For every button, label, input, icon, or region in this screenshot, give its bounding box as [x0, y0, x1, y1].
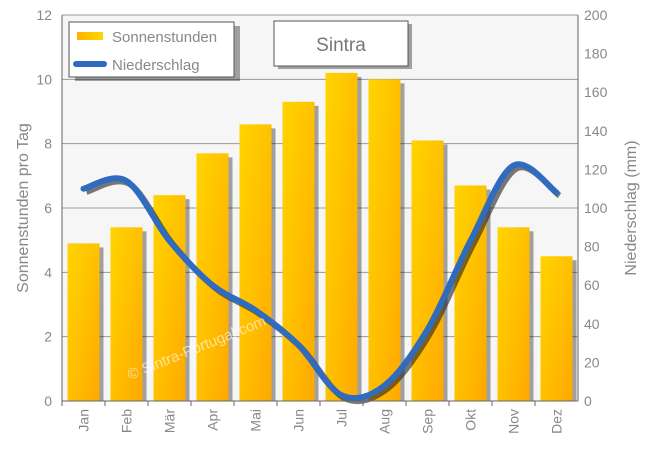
y2-tick-label: 160	[584, 84, 608, 100]
legend-label-sonnenstunden: Sonnenstunden	[112, 29, 217, 46]
y-tick-label: 8	[44, 136, 52, 152]
y2-tick-label: 140	[584, 123, 608, 139]
bar-Dez	[540, 256, 573, 401]
x-tick-label: Feb	[119, 409, 135, 433]
y2-axis-label: Niederschlag (mm)	[623, 140, 640, 275]
x-tick-label: Okt	[463, 409, 479, 431]
y-axis-label: Sonnenstunden pro Tag	[15, 123, 32, 293]
y2-tick-label: 40	[584, 316, 600, 332]
y2-tick-label: 100	[584, 200, 608, 216]
chart-title: Sintra	[316, 35, 366, 56]
legend-swatch-bar	[77, 32, 103, 40]
y2-tick-label: 200	[584, 7, 608, 23]
y-tick-label: 6	[44, 200, 52, 216]
bar-Feb	[110, 227, 143, 401]
bar-Nov	[497, 227, 530, 401]
bar-Sep	[411, 140, 444, 401]
y2-tick-label: 80	[584, 239, 600, 255]
legend-label-niederschlag: Niederschlag	[112, 57, 200, 74]
x-tick-label: Apr	[205, 409, 221, 431]
x-tick-label: Jul	[334, 409, 350, 427]
y2-tick-label: 20	[584, 354, 600, 370]
x-tick-label: Mär	[162, 409, 178, 433]
y2-tick-label: 60	[584, 277, 600, 293]
x-tick-label: Aug	[377, 409, 393, 434]
bar-Jul	[325, 72, 358, 402]
y-tick-label: 12	[36, 7, 52, 23]
legend: Sonnenstunden Niederschlag	[68, 21, 240, 81]
x-tick-label: Nov	[506, 409, 522, 434]
bar-Aug	[368, 79, 401, 401]
y-tick-label: 4	[44, 264, 52, 280]
x-tick-label: Dez	[549, 409, 565, 434]
niederschlag-line	[80, 161, 560, 402]
y2-tick-label: 120	[584, 161, 608, 177]
y2-tick-label: 0	[584, 393, 592, 409]
y-tick-label: 2	[44, 329, 52, 345]
y-tick-label: 0	[44, 393, 52, 409]
x-tick-label: Jan	[76, 409, 92, 432]
bar-Jan	[67, 243, 100, 401]
x-tick-label: Mai	[248, 409, 264, 432]
bar-Jun	[282, 101, 315, 401]
y-tick-label: 10	[36, 71, 52, 87]
title-box: Sintra	[273, 20, 412, 69]
bar-Mai	[239, 124, 272, 401]
y2-tick-label: 180	[584, 46, 608, 62]
x-tick-label: Jun	[291, 409, 307, 432]
x-tick-label: Sep	[420, 409, 436, 434]
